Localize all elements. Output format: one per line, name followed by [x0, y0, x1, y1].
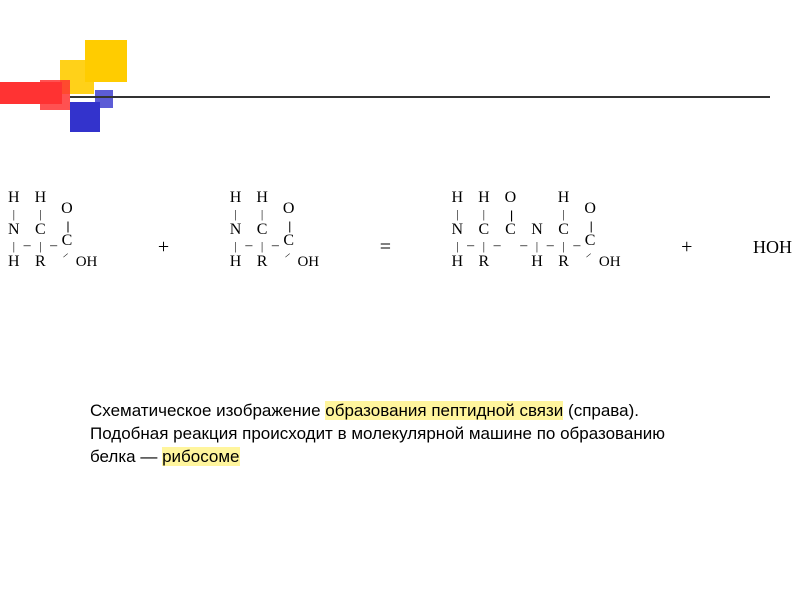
caption-highlight-1: образования пептидной связи	[325, 401, 563, 420]
title-underline	[70, 96, 770, 98]
chr-group: H | C | R	[558, 190, 570, 272]
logo-square-blue	[95, 90, 113, 108]
bond: –	[546, 238, 555, 256]
oh-label: OH	[297, 255, 319, 270]
slide-caption: Схематическое изображение образования пе…	[90, 400, 690, 469]
bond: –	[493, 238, 502, 256]
bond: –	[271, 238, 280, 256]
logo-square-red	[40, 80, 70, 110]
dipeptide-product: H | N | H – H | C | R – O || C – N |	[452, 190, 621, 272]
amino-acid-1: H | N | H – H | C | R – O || C – OH	[8, 190, 97, 272]
plus-operator: +	[681, 236, 692, 259]
chr-group: H | C | R	[478, 190, 490, 272]
slide-logo	[0, 40, 200, 140]
nh2-group: H | N | H	[230, 190, 242, 272]
caption-highlight-2: рибосоме	[162, 447, 239, 466]
nh2-group: H | N | H	[8, 190, 20, 272]
bond: –	[572, 238, 581, 256]
oh-label: OH	[599, 255, 621, 270]
amino-acid-2: H | N | H – H | C | R – O || C – OH	[230, 190, 319, 272]
cooh-group: O || C –	[584, 201, 596, 261]
peptide-bond: –	[519, 238, 528, 256]
cooh-group: O || C –	[61, 201, 73, 261]
bond: –	[23, 238, 32, 256]
nh2-group: H | N | H	[452, 190, 464, 272]
bond: –	[244, 238, 253, 256]
oh-label: OH	[76, 255, 98, 270]
carbonyl-group: O || C	[505, 190, 517, 272]
chr-group: H | C | R	[256, 190, 268, 272]
bond: –	[466, 238, 475, 256]
cooh-group: O || C –	[283, 201, 295, 261]
chr-group: H | C | R	[35, 190, 47, 272]
peptide-bond-equation: H | N | H – H | C | R – O || C – OH + H …	[8, 190, 792, 272]
water-product: HOH	[753, 237, 792, 258]
nh-group: N | H	[531, 190, 543, 272]
bond: –	[49, 238, 58, 256]
caption-text: Схематическое изображение	[90, 401, 325, 420]
equals-operator: =	[380, 236, 391, 259]
plus-operator: +	[158, 236, 169, 259]
